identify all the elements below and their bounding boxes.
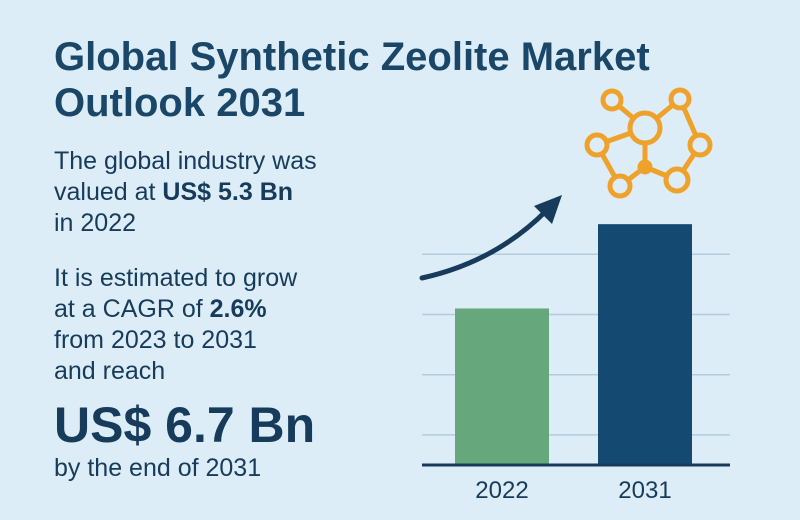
intro-text: The global industry was valued at US$ 5.…: [54, 146, 414, 239]
growth-line-1: It is estimated to grow: [54, 264, 298, 292]
value-2022-text: US$ 5.3 Bn: [162, 178, 294, 206]
x-tick-label-2022: 2022: [475, 477, 528, 504]
intro-line-1: The global industry was: [54, 147, 317, 175]
page-title: Global Synthetic Zeolite Market Outlook …: [54, 34, 774, 126]
intro-line-2-prefix: valued at: [54, 178, 163, 206]
growth-line-2: at a CAGR of 2.6%: [54, 294, 414, 325]
intro-line-3: in 2022: [54, 209, 137, 237]
bar-2022: [455, 308, 549, 465]
x-tick-labels: 2022 2031: [475, 477, 671, 504]
growth-line-4: and reach: [54, 357, 166, 385]
title-line-2: Outlook 2031: [54, 81, 306, 125]
end-line-text: by the end of 2031: [54, 454, 262, 482]
growth-line-2-prefix: at a CAGR of: [54, 295, 210, 323]
value-2031-text: US$ 6.7 Bn: [54, 397, 316, 453]
cagr-text: 2.6%: [209, 295, 267, 323]
bar-2031: [598, 224, 692, 465]
title-line-1: Global Synthetic Zeolite Market: [54, 35, 650, 79]
molecule-icon: [584, 87, 713, 199]
trend-arrow-icon: [419, 195, 562, 281]
x-tick-label-2031: 2031: [618, 477, 671, 504]
growth-text: It is estimated to grow at a CAGR of 2.6…: [54, 263, 414, 387]
growth-line-3: from 2023 to 2031: [54, 326, 257, 354]
bars: [455, 224, 692, 465]
intro-line-2: valued at US$ 5.3 Bn: [54, 177, 414, 208]
